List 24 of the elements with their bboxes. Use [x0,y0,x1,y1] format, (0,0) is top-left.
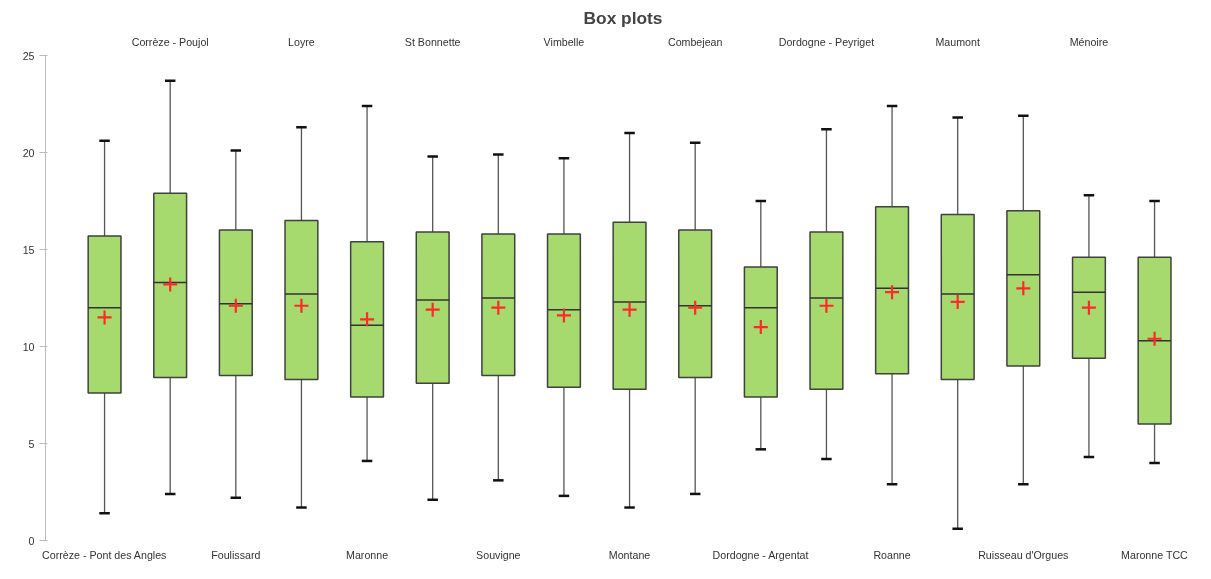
x-tick-label: Dordogne - Argentat [712,548,809,561]
x-tick-label: Roanne [873,548,911,561]
x-tick-label: Souvigne [476,548,521,561]
x-tick-label: Ménoire [1069,35,1109,48]
x-tick-label: Foulissard [211,548,261,561]
x-tick-label: Maronne TCC [1121,548,1189,561]
chart-title: Box plots [583,7,663,28]
y-tick-label: 10 [22,340,35,353]
x-tick-label: Maronne [346,548,389,561]
x-tick-label: Montane [608,548,651,561]
x-tick-label: Corrèze - Poujol [131,35,209,48]
x-tick-label: Corrèze - Pont des Angles [42,548,167,561]
x-tick-label: Vimbelle [543,35,585,48]
y-tick-label: 25 [22,49,35,62]
x-tick-label: Loyre [288,35,315,48]
y-tick-label: 20 [22,146,35,159]
x-tick-label: St Bonnette [404,35,461,48]
y-tick-label: 0 [28,534,35,547]
x-tick-label: Dordogne - Peyriget [778,35,875,48]
y-tick-label: 15 [22,243,35,256]
x-tick-label: Ruisseau d'Orgues [978,548,1069,561]
x-tick-label: Maumont [935,35,980,48]
y-tick-label: 5 [28,437,35,450]
x-tick-label: Combejean [667,35,723,48]
